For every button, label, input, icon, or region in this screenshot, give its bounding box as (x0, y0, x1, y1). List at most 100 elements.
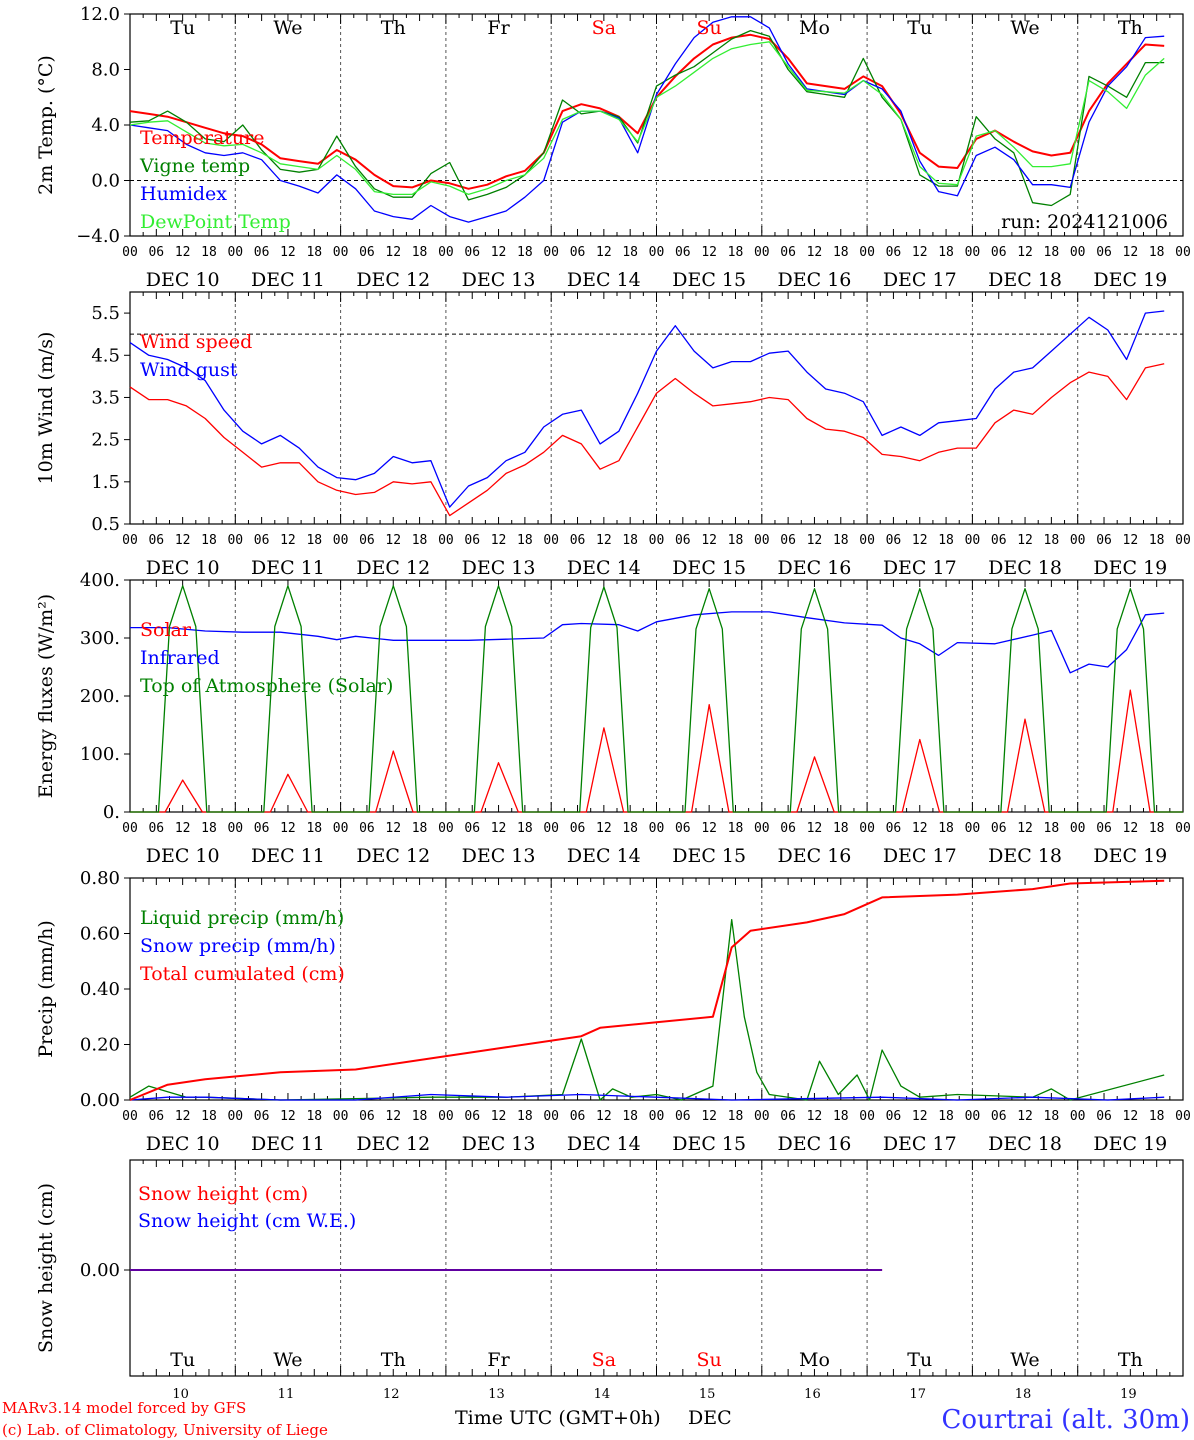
series-line (129, 310, 1165, 508)
hour-tick-label: 12 (175, 821, 191, 836)
footer-day-number: 12 (383, 1387, 400, 1402)
hour-tick-label: 12 (491, 533, 507, 548)
wind-panel: 00 06 12 18 00 06 12 18 00 06 12 18 00 06 12 18 00 06 12 18… (35, 291, 1191, 579)
hour-tick-label: 12 (596, 533, 612, 548)
hour-tick-label: 18 (938, 533, 954, 548)
y-tick-label: 0.5 (91, 514, 120, 535)
hour-tick-label: 18 (938, 245, 954, 260)
hour-tick-label: 06 (254, 821, 270, 836)
hour-tick-label: 18 (201, 1109, 217, 1124)
weekday-label: Su (697, 17, 722, 39)
hour-tick-label: 00 (859, 821, 875, 836)
hour-tick-label: 00 (333, 533, 349, 548)
hour-tick-label: 12 (1017, 245, 1033, 260)
hour-tick-label: 12 (1123, 533, 1139, 548)
hour-tick-label: 06 (148, 245, 164, 260)
hour-tick-label: 12 (701, 821, 717, 836)
date-label: DEC 10 (146, 845, 220, 867)
weekday-label: Mo (799, 17, 830, 39)
hour-tick-label: 06 (464, 821, 480, 836)
month-label: DEC (688, 1407, 732, 1429)
date-label: DEC 17 (883, 557, 957, 579)
hour-tick-label: 06 (570, 245, 586, 260)
footer-day-number: 15 (699, 1387, 716, 1402)
hour-tick-label: 00 (438, 245, 454, 260)
y-tick-label: 8.0 (91, 60, 120, 81)
hour-tick-label: 06 (570, 533, 586, 548)
series-line (129, 363, 1165, 517)
date-label: DEC 15 (672, 845, 746, 867)
date-label: DEC 14 (567, 269, 641, 291)
hour-tick-label: 18 (938, 821, 954, 836)
date-label: DEC 11 (251, 845, 325, 867)
hour-tick-label: 06 (359, 533, 375, 548)
y-axis-label: 2m Temp. (°C) (35, 55, 57, 195)
energy-flux-panel: 00 06 12 18 00 06 12 18 00 06 12 18 00 06 12 18 00 06 12 18… (35, 570, 1191, 867)
y-tick-label: 1.5 (91, 472, 120, 493)
hour-tick-label: 00 (227, 245, 243, 260)
hour-tick-label: 12 (1123, 245, 1139, 260)
date-label: DEC 18 (988, 557, 1062, 579)
hour-tick-label: 18 (1149, 533, 1165, 548)
hour-tick-label: 00 (543, 821, 559, 836)
weekday-label: We (1010, 17, 1039, 39)
hour-tick-label: 18 (306, 245, 322, 260)
hour-tick-label: 00 (543, 1109, 559, 1124)
hour-tick-label: 12 (596, 245, 612, 260)
hour-tick-label: 12 (1123, 821, 1139, 836)
hour-tick-label: 00 (227, 821, 243, 836)
series-line (130, 585, 1183, 813)
y-tick-label: 0.80 (80, 868, 120, 889)
hour-tick-label: 00 (1070, 533, 1086, 548)
y-tick-label: 4.5 (91, 345, 120, 366)
date-label: DEC 17 (883, 1133, 957, 1155)
station-label: Courtrai (alt. 30m) (942, 1405, 1191, 1435)
hour-tick-label: 12 (175, 1109, 191, 1124)
hour-tick-label: 00 (438, 1109, 454, 1124)
y-tick-label: 0. (103, 802, 120, 823)
hour-tick-label: 18 (201, 821, 217, 836)
y-axis-label: 10m Wind (m/s) (35, 332, 57, 485)
hour-tick-label: 18 (1149, 245, 1165, 260)
hour-tick-label: 18 (517, 533, 533, 548)
y-tick-label: 400. (80, 570, 120, 591)
hour-tick-label: 06 (991, 821, 1007, 836)
hour-tick-label: 18 (1044, 1109, 1060, 1124)
date-label: DEC 16 (778, 845, 852, 867)
weekday-label: Su (697, 1349, 722, 1371)
hour-tick-label: 18 (412, 821, 428, 836)
hour-tick-label: 12 (912, 533, 928, 548)
date-label: DEC 15 (672, 1133, 746, 1155)
hour-tick-label: 06 (991, 533, 1007, 548)
date-label: DEC 18 (988, 1133, 1062, 1155)
hour-tick-label: 06 (148, 533, 164, 548)
hour-tick-label: 00 (1070, 1109, 1086, 1124)
date-label: DEC 17 (883, 845, 957, 867)
date-label: DEC 14 (567, 557, 641, 579)
legend-entry: Vigne temp (139, 155, 250, 177)
date-label: DEC 16 (778, 557, 852, 579)
series-line (129, 918, 1165, 1101)
footer-day-number: 16 (804, 1387, 821, 1402)
footer-day-number: 10 (172, 1387, 189, 1402)
hour-tick-label: 06 (1096, 533, 1112, 548)
date-label: DEC 16 (778, 1133, 852, 1155)
temperature-panel: 00 06 12 18 00 06 12 18 00 06 12 18 00 06 12 18 00 06 12 18… (35, 4, 1191, 291)
series-line (129, 1093, 1165, 1101)
y-tick-label: 2.5 (91, 430, 120, 451)
hour-tick-label: 06 (254, 245, 270, 260)
hour-tick-label: 00 (1175, 533, 1191, 548)
series-line (129, 16, 1165, 223)
hour-tick-label: 06 (464, 533, 480, 548)
date-label: DEC 10 (146, 1133, 220, 1155)
hour-tick-label: 00 (859, 1109, 875, 1124)
hour-tick-label: 12 (1017, 533, 1033, 548)
hour-tick-label: 00 (859, 533, 875, 548)
date-label: DEC 11 (251, 269, 325, 291)
hour-tick-label: 00 (543, 533, 559, 548)
hour-tick-label: 00 (754, 245, 770, 260)
hour-tick-label: 06 (1096, 821, 1112, 836)
legend-entry: DewPoint Temp (140, 211, 291, 233)
date-label: DEC 12 (356, 1133, 430, 1155)
date-label: DEC 14 (567, 1133, 641, 1155)
